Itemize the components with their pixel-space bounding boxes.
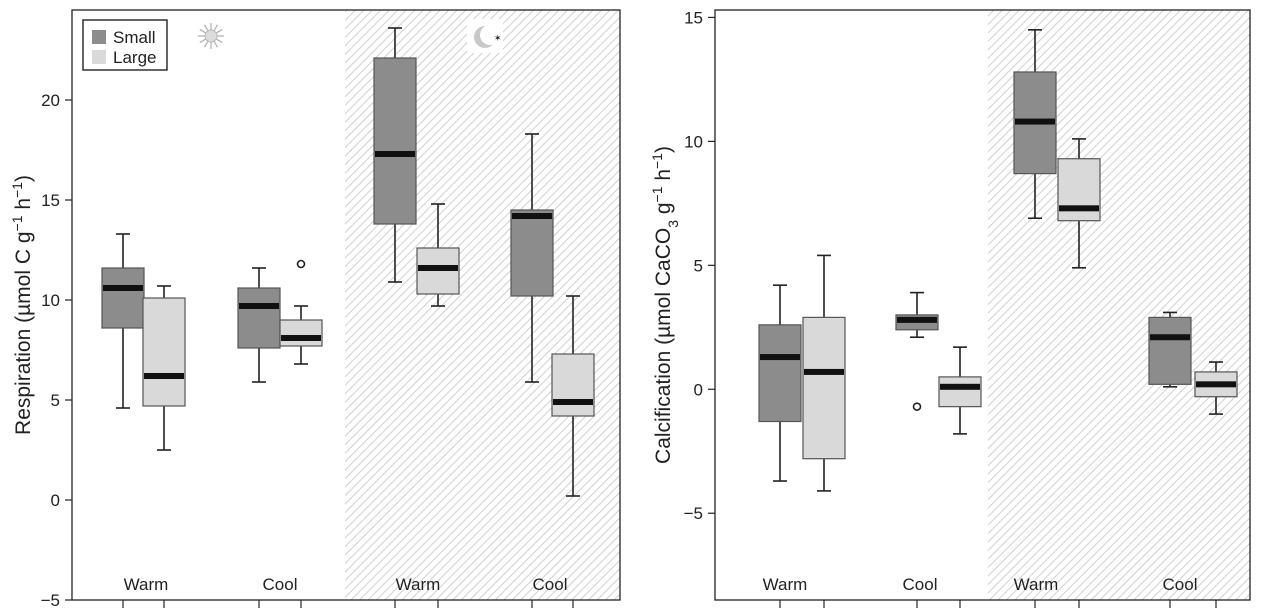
- group-label: Warm: [1014, 575, 1059, 594]
- box-body: [802, 316, 846, 460]
- y-tick-label: 15: [41, 191, 60, 210]
- box-small-warm: [1013, 29, 1057, 220]
- median-bar: [1059, 205, 1099, 212]
- legend-label: Large: [113, 48, 156, 67]
- box-body: [510, 209, 554, 297]
- y-axis-label: Respiration (µmol C g−1 h−1): [9, 175, 35, 435]
- box-large-cool: [551, 295, 595, 497]
- median-bar: [239, 303, 279, 309]
- median-bar: [103, 285, 143, 291]
- median-bar: [553, 399, 593, 405]
- legend-label: Small: [113, 28, 156, 47]
- calcification-chart: −5 0 5 10 15 Calcification (µmol CaCO3 g−1 h−…: [649, 8, 1251, 608]
- box-body: [237, 287, 281, 349]
- group-label: Warm: [763, 575, 808, 594]
- y-tick-label: −5: [684, 504, 703, 523]
- box-body: [551, 353, 595, 417]
- group-label: Cool: [263, 575, 298, 594]
- plot-frame: [71, 9, 621, 601]
- median-bar: [418, 265, 458, 271]
- y-axis-label: Calcification (µmol CaCO3 g−1 h−1): [649, 146, 681, 464]
- group-label: Cool: [1163, 575, 1198, 594]
- group-label: Warm: [124, 575, 169, 594]
- box-small-cool: [510, 133, 554, 383]
- box-body: [373, 57, 417, 225]
- sun-icon: [198, 23, 224, 49]
- box-small-warm: [373, 27, 417, 283]
- box-body: [101, 267, 145, 329]
- box-body: [758, 324, 802, 423]
- median-bar: [1196, 381, 1236, 388]
- outlier-point: [912, 402, 922, 411]
- box-body: [1148, 316, 1192, 385]
- box-large-cool: [938, 346, 982, 435]
- group-label: Cool: [903, 575, 938, 594]
- legend-swatch: [92, 50, 106, 64]
- plot-frame: [714, 9, 1251, 601]
- box-small-cool: [895, 291, 939, 411]
- box-small-cool: [237, 267, 281, 383]
- y-tick-label: 0: [694, 380, 703, 399]
- box-large-warm: [142, 285, 186, 451]
- median-bar: [1150, 334, 1190, 341]
- box-small-warm: [101, 233, 145, 409]
- median-bar: [804, 368, 844, 375]
- y-tick-label: 0: [51, 491, 60, 510]
- outlier-point: [296, 259, 306, 269]
- box-large-warm: [1057, 138, 1101, 269]
- box-small-cool: [1148, 311, 1192, 388]
- median-bar: [760, 354, 800, 361]
- box-large-cool: [1194, 361, 1238, 415]
- respiration-chart: −5 0 5 10 15 20 Respiration (µmol C g−1 h−1) Wa…: [9, 9, 621, 610]
- y-tick-label: 5: [694, 256, 703, 275]
- box-body: [142, 297, 186, 407]
- y-tick-label: 15: [684, 8, 703, 27]
- moon-icon: ✶: [467, 19, 503, 53]
- group-label: Warm: [396, 575, 441, 594]
- median-bar: [940, 383, 980, 390]
- y-tick-label: 10: [41, 291, 60, 310]
- y-tick-label: 10: [684, 132, 703, 151]
- median-bar: [512, 213, 552, 219]
- svg-text:✶: ✶: [494, 33, 502, 43]
- median-bar: [281, 335, 321, 341]
- median-bar: [1015, 118, 1055, 125]
- box-body: [938, 376, 982, 408]
- box-large-warm: [416, 203, 460, 307]
- legend-swatch: [92, 30, 106, 44]
- median-bar: [897, 316, 937, 323]
- median-bar: [144, 373, 184, 379]
- y-tick-label: −5: [41, 591, 60, 610]
- box-large-warm: [802, 254, 846, 492]
- y-tick-label: 20: [41, 91, 60, 110]
- box-body: [279, 319, 323, 347]
- group-label: Cool: [533, 575, 568, 594]
- box-small-warm: [758, 284, 802, 482]
- box-body: [1057, 158, 1101, 222]
- median-bar: [375, 151, 415, 157]
- box-large-cool: [279, 259, 323, 365]
- y-tick-label: 5: [51, 391, 60, 410]
